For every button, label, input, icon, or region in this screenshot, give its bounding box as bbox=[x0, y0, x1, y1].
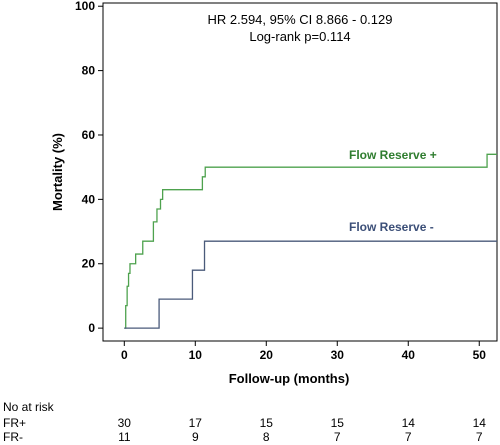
x-tick-label: 30 bbox=[331, 348, 345, 362]
legend-flow-reserve-plus: Flow Reserve + bbox=[349, 148, 437, 162]
series-line-flow-reserve-plus bbox=[124, 153, 497, 329]
log-rank-annotation: Log-rank p=0.114 bbox=[249, 29, 350, 44]
y-axis-label: Mortality (%) bbox=[50, 133, 65, 211]
x-tick-label: 0 bbox=[121, 348, 128, 362]
plot-frame bbox=[102, 2, 498, 342]
risk-count: 15 bbox=[260, 416, 274, 430]
risk-count: 7 bbox=[476, 430, 483, 444]
y-tick-label: 60 bbox=[82, 128, 96, 142]
risk-count: 17 bbox=[189, 416, 203, 430]
y-tick-label: 80 bbox=[82, 64, 96, 78]
risk-count: 30 bbox=[118, 416, 132, 430]
risk-count: 8 bbox=[263, 430, 270, 444]
y-tick-label: 0 bbox=[88, 321, 95, 335]
y-tick-label: 40 bbox=[82, 192, 96, 206]
x-tick-label: 10 bbox=[189, 348, 203, 362]
y-tick-label: 100 bbox=[75, 0, 95, 13]
risk-count: 7 bbox=[405, 430, 412, 444]
risk-table-title: No at risk bbox=[3, 400, 55, 414]
risk-count: 14 bbox=[402, 416, 416, 430]
series-line-flow-reserve-minus bbox=[124, 240, 497, 329]
hazard-ratio-annotation: HR 2.594, 95% CI 8.866 - 0.129 bbox=[207, 12, 392, 27]
risk-row-label: FR- bbox=[3, 430, 23, 444]
legend-flow-reserve-minus: Flow Reserve - bbox=[349, 220, 434, 234]
risk-count: 7 bbox=[334, 430, 341, 444]
risk-count: 15 bbox=[331, 416, 345, 430]
risk-count: 14 bbox=[473, 416, 487, 430]
x-tick-label: 50 bbox=[473, 348, 487, 362]
y-tick-label: 20 bbox=[82, 257, 96, 271]
x-tick-label: 40 bbox=[402, 348, 416, 362]
x-tick-label: 20 bbox=[260, 348, 274, 362]
x-axis-label: Follow-up (months) bbox=[229, 371, 350, 386]
risk-row-label: FR+ bbox=[3, 416, 26, 430]
risk-count: 9 bbox=[192, 430, 199, 444]
risk-count: 11 bbox=[118, 430, 131, 444]
